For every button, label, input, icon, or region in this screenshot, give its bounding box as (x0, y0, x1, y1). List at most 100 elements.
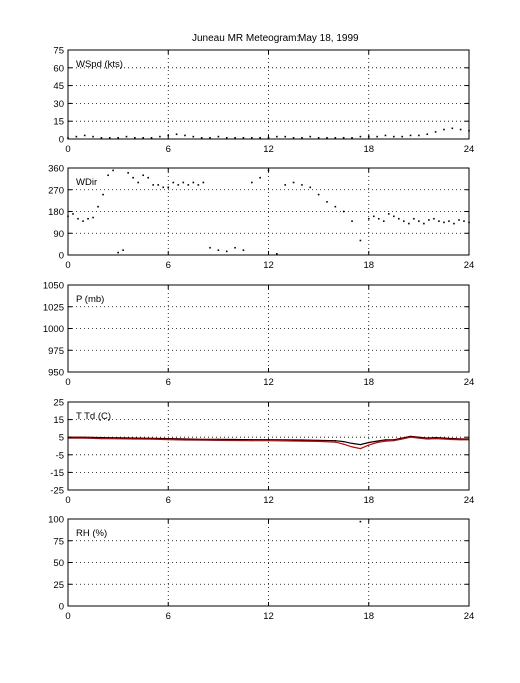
wdir-series-1-point (167, 186, 170, 189)
temp-dewpoint-series-1-point (267, 439, 270, 441)
temp-dewpoint-series-2-point (418, 437, 420, 439)
temp-dewpoint-series-1-point (100, 436, 103, 439)
x-tick-label: 6 (166, 377, 171, 388)
wspd-series-1-point (150, 137, 153, 139)
y-tick-label: 15 (53, 117, 64, 128)
y-tick-label: 1050 (43, 281, 64, 292)
y-tick-label: 15 (53, 415, 64, 426)
wdir-series-1-point (225, 250, 228, 253)
x-tick-label: 6 (166, 260, 171, 271)
wdir-series-1-point (152, 184, 155, 186)
x-tick-label: 6 (166, 144, 171, 155)
y-tick-label: 5 (59, 433, 64, 444)
temp-dewpoint-series-2-point (359, 448, 361, 450)
y-tick-label: 0 (59, 135, 64, 146)
wspd-series-1-point (418, 134, 420, 137)
y-tick-label: 360 (48, 164, 64, 175)
wspd-series-1-point (409, 134, 412, 137)
wspd-series-1-point (159, 135, 161, 138)
y-tick-label: 950 (48, 368, 64, 379)
wdir-series-1-point (453, 222, 455, 225)
temp-dewpoint-series-2-point (318, 440, 320, 443)
temp-dewpoint-series-2-point (284, 440, 286, 442)
panel-label-rh: RH (%) (76, 528, 107, 539)
temp-dewpoint-series-2-point (434, 438, 437, 440)
wspd-series-1-point (192, 135, 195, 138)
wspd-series-1-point (225, 137, 228, 139)
y-tick-label: 0 (59, 602, 64, 613)
wspd-series-1-point (317, 137, 320, 139)
wspd-series-1-point (292, 137, 295, 139)
panel-temp-dewpoint: 0 6 12 18 24 -25 -15 -5 5 15 25 T Td (C) (50, 398, 474, 507)
wspd-series-1-point (83, 134, 86, 137)
wdir-series-1-point (172, 181, 175, 184)
temp-dewpoint-series-1-point (184, 438, 186, 440)
wdir-series-1-point (393, 215, 395, 218)
y-tick-label: 45 (53, 81, 64, 92)
wdir-series-1-point (242, 249, 245, 251)
wdir-series-1-point (137, 181, 139, 184)
wdir-series-1-point (433, 217, 435, 220)
wspd-series-1-point (443, 128, 445, 131)
temp-dewpoint-series-1-point (376, 440, 378, 442)
wdir-series-1-point (177, 184, 180, 186)
y-tick-label: 180 (48, 207, 64, 218)
wspd-series-1-point (334, 137, 337, 139)
wdir-series-1-point (317, 193, 320, 196)
y-tick-label: 25 (53, 398, 64, 409)
temp-dewpoint-series-1-point (343, 441, 345, 443)
wdir-series-1-point (377, 217, 380, 220)
y-tick-label: 975 (48, 346, 64, 357)
temp-dewpoint-series-2-point (234, 439, 236, 442)
temp-dewpoint-series-2-point (401, 438, 403, 440)
wdir-series-1-point (217, 249, 220, 251)
x-tick-label: 24 (464, 495, 475, 506)
x-tick-label: 12 (263, 144, 274, 155)
temp-dewpoint-series-1-point (167, 438, 169, 440)
wdir-series-1-point (428, 219, 430, 221)
temp-dewpoint-series-1-point (234, 438, 236, 441)
wdir-series-1-point (342, 210, 345, 213)
x-tick-label: 24 (464, 260, 475, 271)
temp-dewpoint-series-1-point (409, 435, 412, 437)
x-tick-label: 0 (65, 144, 70, 155)
wdir-series-1-point (463, 220, 465, 222)
panel-wdir: 0 6 12 18 24 0 90 180 270 360 WDir (48, 164, 474, 272)
wdir-series-1-point (97, 205, 99, 208)
wdir-series-1-point (127, 172, 129, 174)
y-tick-label: 270 (48, 185, 64, 196)
temp-dewpoint-series-2-point (184, 439, 186, 441)
x-tick-label: 12 (263, 611, 274, 622)
wspd-series-1-point (200, 137, 203, 139)
x-tick-label: 6 (166, 611, 171, 622)
temp-dewpoint-series-1-point (351, 442, 353, 444)
panel-pressure: 0 6 12 18 24 950 975 1000 1025 1050 P (mb) (43, 281, 474, 389)
wdir-series-1-point (112, 169, 114, 172)
wdir-series-1-point (117, 251, 119, 254)
wdir-series-1-point (250, 181, 253, 184)
temp-dewpoint-series-2-point (251, 440, 253, 442)
wdir-series-1-point (276, 252, 278, 255)
x-tick-label: 18 (363, 611, 374, 622)
wspd-series-1-point (309, 135, 312, 138)
panel-label-wdir: WDir (76, 177, 97, 188)
wdir-series-1-point (292, 181, 295, 184)
panel-label-pressure: P (mb) (76, 294, 104, 305)
wdir-series-1-point (92, 216, 94, 219)
x-tick-label: 12 (263, 495, 274, 506)
wdir-series-1-point (388, 213, 390, 215)
panel-label-temp-dewpoint: T Td (C) (76, 411, 111, 422)
panel-wspd: 0 6 12 18 24 0 15 30 45 60 75 WSpd (kts) (53, 46, 474, 156)
rh-series-1-point (359, 520, 362, 523)
wspd-series-1-point (117, 137, 119, 139)
wdir-series-1-point (423, 222, 425, 225)
temp-dewpoint-series-2-point (384, 440, 387, 442)
wspd-series-1-point (234, 137, 236, 139)
wspd-series-1-point (217, 135, 220, 138)
wdir-series-1-point (72, 213, 74, 215)
y-tick-label: -25 (50, 486, 64, 497)
y-tick-label: 100 (48, 515, 64, 526)
wdir-series-1-point (202, 181, 205, 184)
wdir-series-1-point (102, 193, 104, 196)
